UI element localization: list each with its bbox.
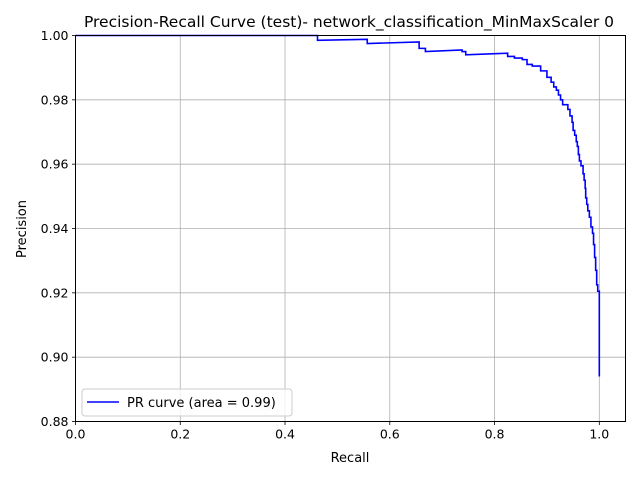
x-tick-label: 1.0 bbox=[589, 427, 609, 442]
y-axis-title: Precision bbox=[15, 200, 30, 258]
y-tick-label: 0.94 bbox=[41, 221, 69, 236]
series-line-pr-curve bbox=[75, 34, 601, 377]
y-tick-label: 0.88 bbox=[41, 414, 69, 429]
x-axis-title: Recall bbox=[331, 451, 370, 466]
grid bbox=[75, 35, 626, 422]
x-tick-label: 0.6 bbox=[380, 427, 400, 442]
legend-box bbox=[81, 388, 293, 417]
x-tick-label: 0.2 bbox=[170, 427, 190, 442]
chart-title: Precision-Recall Curve (test)- network_c… bbox=[84, 13, 614, 32]
legend-label: PR curve (area = 0.99) bbox=[127, 396, 276, 411]
series-layer bbox=[75, 34, 601, 377]
x-tick-label: 0.8 bbox=[485, 427, 505, 442]
x-tick-label: 0.0 bbox=[66, 427, 86, 442]
x-tick-label: 0.4 bbox=[275, 427, 295, 442]
y-tick-label: 0.92 bbox=[41, 285, 69, 300]
y-tick-label: 0.98 bbox=[41, 92, 69, 107]
legend: PR curve (area = 0.99) bbox=[81, 388, 293, 417]
y-tick-label: 0.96 bbox=[41, 157, 69, 172]
ticks: 0.0 0.2 0.4 0.6 0.8 1.0 0.88 0.90 0.92 0.94 0.96 0.… bbox=[41, 28, 610, 442]
y-tick-label: 1.00 bbox=[41, 28, 69, 43]
y-tick-label: 0.90 bbox=[41, 350, 69, 365]
